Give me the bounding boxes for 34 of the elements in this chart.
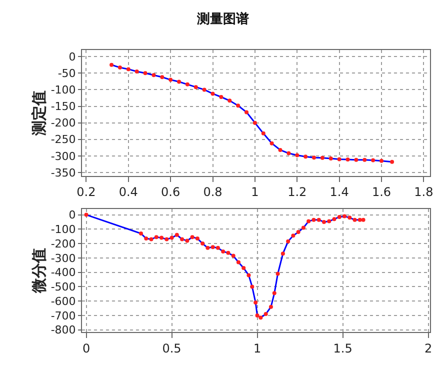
y-tick-label: -400 xyxy=(50,266,76,280)
x-tick-label: 0.5 xyxy=(162,341,182,356)
y-tick-label: -600 xyxy=(50,294,76,308)
chart-title: 测量图谱 xyxy=(196,10,249,27)
y-tick-label: -50 xyxy=(58,67,76,80)
y-tick-label: -500 xyxy=(50,280,76,294)
x-tick-label: 0.2 xyxy=(76,185,96,200)
x-tick-label: 1.5 xyxy=(333,341,352,356)
y-tick-label: -200 xyxy=(50,116,76,130)
y-tick-label: 0 xyxy=(68,208,76,222)
y-tick-label: -150 xyxy=(50,100,76,114)
y-axis-title: 微分值 xyxy=(30,248,48,294)
y-tick-label: -300 xyxy=(50,150,76,163)
y-tick-label: -300 xyxy=(50,252,76,265)
x-tick-label: 1 xyxy=(251,185,259,200)
x-tick-label: 0.6 xyxy=(161,185,180,200)
y-tick-label: -250 xyxy=(50,133,76,146)
x-tick-label: 1.8 xyxy=(414,185,434,200)
y-tick-label: -100 xyxy=(50,223,76,236)
x-tick-label: 1.6 xyxy=(372,185,392,200)
y-tick-label: 0 xyxy=(68,50,76,64)
x-tick-label: 1.2 xyxy=(288,185,307,200)
x-tick-label: 1.4 xyxy=(330,185,349,200)
y-tick-label: -350 xyxy=(50,166,76,180)
y-tick-label: -700 xyxy=(50,309,76,322)
x-tick-label: 2 xyxy=(424,341,432,356)
y-axis-title: 测定值 xyxy=(30,90,48,136)
y-tick-label: -800 xyxy=(50,324,76,337)
x-tick-label: 0 xyxy=(82,341,90,356)
x-tick-label: 0.4 xyxy=(118,185,138,200)
x-tick-label: 1 xyxy=(253,341,262,356)
y-tick-label: -200 xyxy=(50,237,76,250)
y-tick-label: -100 xyxy=(50,84,76,97)
x-tick-label: 0.8 xyxy=(203,185,222,200)
